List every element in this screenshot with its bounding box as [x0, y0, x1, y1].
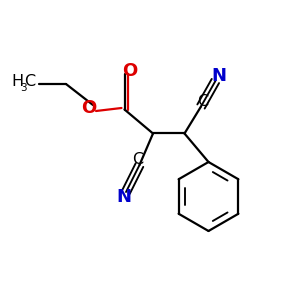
Text: H: H	[11, 74, 23, 89]
Text: O: O	[81, 99, 96, 117]
Text: N: N	[116, 188, 131, 206]
Text: O: O	[122, 61, 137, 80]
Text: N: N	[211, 67, 226, 85]
Text: C: C	[197, 94, 208, 110]
Text: 3: 3	[20, 82, 27, 93]
Text: C: C	[24, 74, 35, 89]
Text: C: C	[132, 152, 144, 167]
